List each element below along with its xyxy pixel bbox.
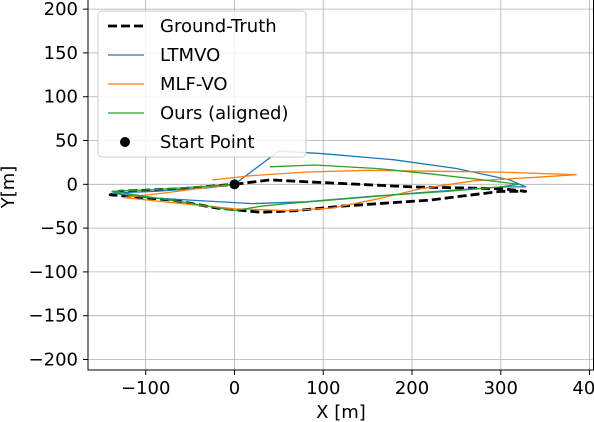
mlf-vo-series-line bbox=[122, 169, 577, 212]
legend-label: LTMVO bbox=[160, 45, 220, 66]
legend-marker bbox=[120, 137, 130, 147]
legend-label: Ground-Truth bbox=[160, 16, 277, 37]
y-tick-label: 150 bbox=[44, 43, 78, 64]
y-axis-label: Y[m] bbox=[0, 166, 19, 210]
y-tick-label: 200 bbox=[44, 0, 78, 20]
ours-aligned-series-line bbox=[111, 164, 520, 212]
series-group bbox=[108, 150, 577, 214]
y-tick-label: −150 bbox=[29, 306, 78, 327]
legend-label: Ours (aligned) bbox=[160, 103, 289, 124]
legend-box bbox=[97, 10, 307, 158]
y-tick-label: 0 bbox=[67, 174, 78, 195]
x-tick-label: 300 bbox=[484, 378, 518, 399]
start-point-marker bbox=[229, 179, 240, 190]
y-tick-label: 100 bbox=[44, 87, 78, 108]
x-tick-label: 0 bbox=[229, 378, 240, 399]
y-tick-label: −200 bbox=[29, 349, 78, 370]
legend: Ground-Truth LTMVO MLF-VO Ours (aligned) Sta… bbox=[97, 10, 307, 158]
x-tick-label: 200 bbox=[395, 378, 429, 399]
x-tick-label: 400 bbox=[572, 378, 594, 399]
legend-label: Start Point bbox=[160, 132, 254, 153]
x-tick-label: 100 bbox=[306, 378, 340, 399]
y-tick-label: −50 bbox=[40, 218, 78, 239]
x-tick-label: −100 bbox=[121, 378, 170, 399]
legend-label: MLF-VO bbox=[160, 74, 228, 95]
axis-ticks: −100 0 100 200 300 400 −200 −150 −100 −50 0 50 100 15… bbox=[29, 0, 594, 399]
ground-truth-series-line bbox=[108, 178, 527, 214]
x-axis-label: X [m] bbox=[316, 402, 366, 422]
y-tick-label: 50 bbox=[55, 131, 78, 152]
y-tick-label: −100 bbox=[29, 262, 78, 283]
